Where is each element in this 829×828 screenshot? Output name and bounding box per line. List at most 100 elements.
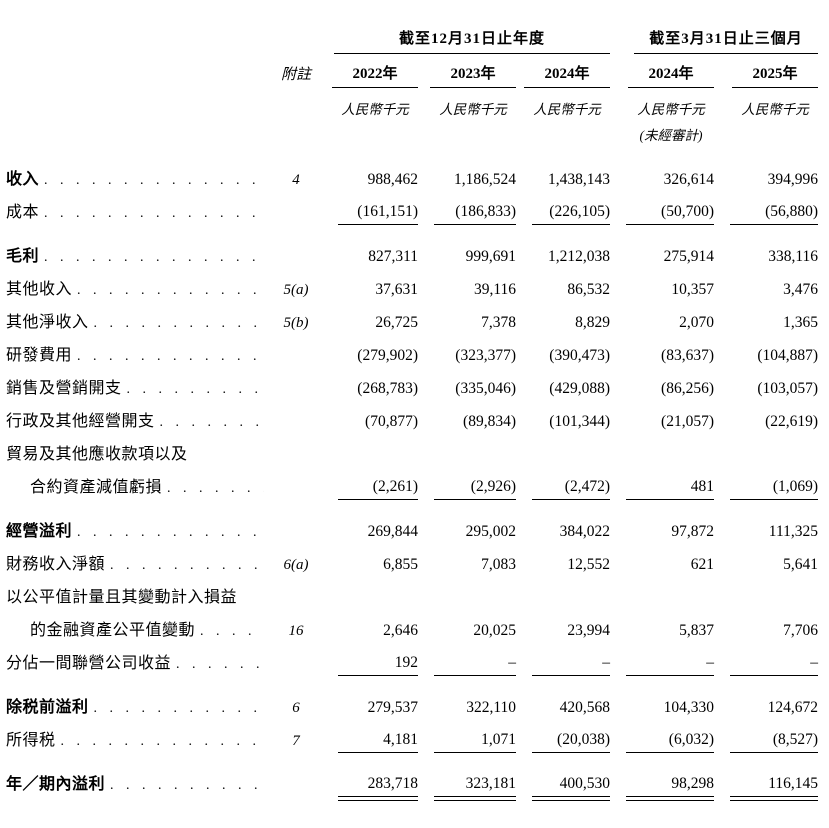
- year-header-cell: 2023年: [418, 54, 516, 88]
- row-label-wrap: 所得税 . . . . . . . . . . . . . . . . . . .…: [6, 726, 270, 753]
- value-cell: (279,902): [322, 335, 418, 368]
- note-cell: [270, 643, 322, 676]
- row-label-cell: 成本 . . . . . . . . . . . . . . . . . . . …: [6, 192, 270, 225]
- dot-leader: . . . . . . . . . . . . . . . . . . . . …: [44, 206, 264, 221]
- value-cell: –: [714, 643, 819, 676]
- value-cell: 7,378: [418, 302, 516, 335]
- spacer-cell: [322, 118, 418, 144]
- cell-value: 283,718: [338, 775, 418, 801]
- value-cell: (2,261): [322, 467, 418, 500]
- cell-value: (2,926): [434, 478, 516, 500]
- row-label-cell: 所得税 . . . . . . . . . . . . . . . . . . .…: [6, 720, 270, 753]
- value-cell: 5,641: [714, 544, 818, 577]
- value-cell: [610, 577, 714, 610]
- note-cell: [270, 500, 322, 544]
- value-cell: [516, 434, 610, 467]
- cell-value: (70,877): [365, 413, 418, 430]
- value-cell: 116,145: [714, 753, 819, 801]
- value-cell: (70,877): [322, 401, 418, 434]
- dot-leader: . . . . . . . . . . . . . . . . . . . . …: [44, 250, 264, 265]
- note-cell: [270, 467, 322, 500]
- cell-value: 116,145: [730, 775, 819, 801]
- row-label-cell: 合約資產減值虧損 . . . . . . . . . . . . . . . . …: [6, 467, 270, 500]
- value-cell: 98,298: [610, 753, 714, 801]
- cell-value: (89,834): [463, 413, 516, 430]
- spacer-cell: [418, 118, 516, 144]
- row-label-wrap: 貿易及其他應收款項以及: [6, 440, 270, 467]
- row-fvtpl-change: 的金融資產公平值變動 . . . . . . . . . . . . . . . …: [6, 610, 818, 643]
- value-cell: 999,691: [418, 225, 516, 269]
- value-cell: 39,116: [418, 269, 516, 302]
- value-cell: [418, 434, 516, 467]
- row-label-cell: 其他淨收入 . . . . . . . . . . . . . . . . . .…: [6, 302, 270, 335]
- cell-value: (50,700): [626, 203, 714, 225]
- cell-value: 999,691: [465, 248, 516, 265]
- cell-value: 104,330: [663, 699, 714, 716]
- period-group-quarter-title: 截至3月31日止三個月: [634, 27, 819, 54]
- row-gross-profit: 毛利 . . . . . . . . . . . . . . . . . . . …: [6, 225, 818, 269]
- value-cell: 3,476: [714, 269, 818, 302]
- value-cell: 420,568: [516, 676, 610, 720]
- dot-leader: . . . . . . . . . . . . . . . . . . . . …: [77, 525, 264, 540]
- value-cell: 275,914: [610, 225, 714, 269]
- cell-value: (6,032): [626, 731, 714, 753]
- value-cell: (186,833): [418, 192, 516, 225]
- row-label-wrap: 銷售及營銷開支 . . . . . . . . . . . . . . . . .…: [6, 374, 270, 401]
- value-cell: (6,032): [610, 720, 714, 753]
- year-header-cell: 2024年: [516, 54, 610, 88]
- cell-value: (323,377): [455, 347, 516, 364]
- dot-leader: . . . . . . . . . . . . . . . . . . . . …: [60, 734, 264, 749]
- spacer-cell: [714, 118, 818, 144]
- row-label-wrap: 的金融資產公平值變動 . . . . . . . . . . . . . . . …: [6, 616, 270, 643]
- cell-value: 621: [690, 556, 714, 573]
- value-cell: 1,186,524: [418, 144, 516, 192]
- dot-leader: . . . . . . . . . . . . . . . . . . . . …: [159, 415, 264, 430]
- value-cell: 269,844: [322, 500, 418, 544]
- value-cell: (429,088): [516, 368, 610, 401]
- cell-value: (161,151): [338, 203, 418, 225]
- table-header: 截至12月31日止年度 截至3月31日止三個月 附註 2022年 2023年 2…: [6, 16, 819, 144]
- cell-value: 384,022: [559, 523, 610, 540]
- cell-value: –: [532, 654, 610, 676]
- unit-header-cell: 人民幣千元: [418, 88, 516, 118]
- row-label-wrap: 其他收入 . . . . . . . . . . . . . . . . . . …: [6, 275, 270, 302]
- cell-value: 23,994: [567, 622, 610, 639]
- spacer-cell: [270, 16, 322, 54]
- row-label: 貿易及其他應收款項以及: [6, 446, 188, 463]
- cell-value: 7,083: [481, 556, 516, 573]
- row-selling-marketing: 銷售及營銷開支 . . . . . . . . . . . . . . . . .…: [6, 368, 818, 401]
- row-label-cell: 的金融資產公平值變動 . . . . . . . . . . . . . . . …: [6, 610, 270, 643]
- table-body: 收入 . . . . . . . . . . . . . . . . . . . …: [6, 144, 819, 801]
- cell-value: 2,070: [679, 314, 714, 331]
- row-label-wrap: 合約資產減值虧損 . . . . . . . . . . . . . . . . …: [6, 473, 270, 500]
- value-cell: 124,672: [714, 676, 818, 720]
- value-cell: 2,070: [610, 302, 714, 335]
- cell-value: (186,833): [434, 203, 516, 225]
- row-label-cell: 財務收入淨額 . . . . . . . . . . . . . . . . . …: [6, 544, 270, 577]
- value-cell: 12,552: [516, 544, 610, 577]
- note-ref: 6: [292, 700, 300, 716]
- header-unit-row: 人民幣千元 人民幣千元 人民幣千元 人民幣千元 人民幣千元: [6, 88, 818, 118]
- cell-value: 420,568: [559, 699, 610, 716]
- row-label-wrap: 其他淨收入 . . . . . . . . . . . . . . . . . .…: [6, 308, 270, 335]
- dot-leader: . . . . . . . . . . . . . . . . . . . . …: [93, 701, 264, 716]
- dot-leader: . . . . . . . . . . . . . . . . . . . . …: [167, 481, 264, 496]
- cell-value: 295,002: [465, 523, 516, 540]
- value-cell: 97,872: [610, 500, 714, 544]
- cell-value: 98,298: [626, 775, 714, 801]
- row-share-of-associate: 分佔一間聯營公司收益 . . . . . . . . . . . . . . . …: [6, 643, 819, 676]
- cell-value: 6,855: [383, 556, 418, 573]
- value-cell: [418, 577, 516, 610]
- value-cell: 400,530: [516, 753, 610, 801]
- row-label-wrap: 年／期內溢利 . . . . . . . . . . . . . . . . . …: [6, 770, 270, 797]
- header-group-row: 截至12月31日止年度 截至3月31日止三個月: [6, 16, 819, 54]
- value-cell: 6,855: [322, 544, 418, 577]
- value-cell: [610, 434, 714, 467]
- cell-value: 5,837: [679, 622, 714, 639]
- cell-value: 394,996: [767, 171, 819, 188]
- unit-header-cell: 人民幣千元: [516, 88, 610, 118]
- note-cell: [270, 401, 322, 434]
- cell-value: 481: [626, 478, 714, 500]
- cell-value: 7,706: [783, 622, 819, 639]
- cell-value: (21,057): [661, 413, 714, 430]
